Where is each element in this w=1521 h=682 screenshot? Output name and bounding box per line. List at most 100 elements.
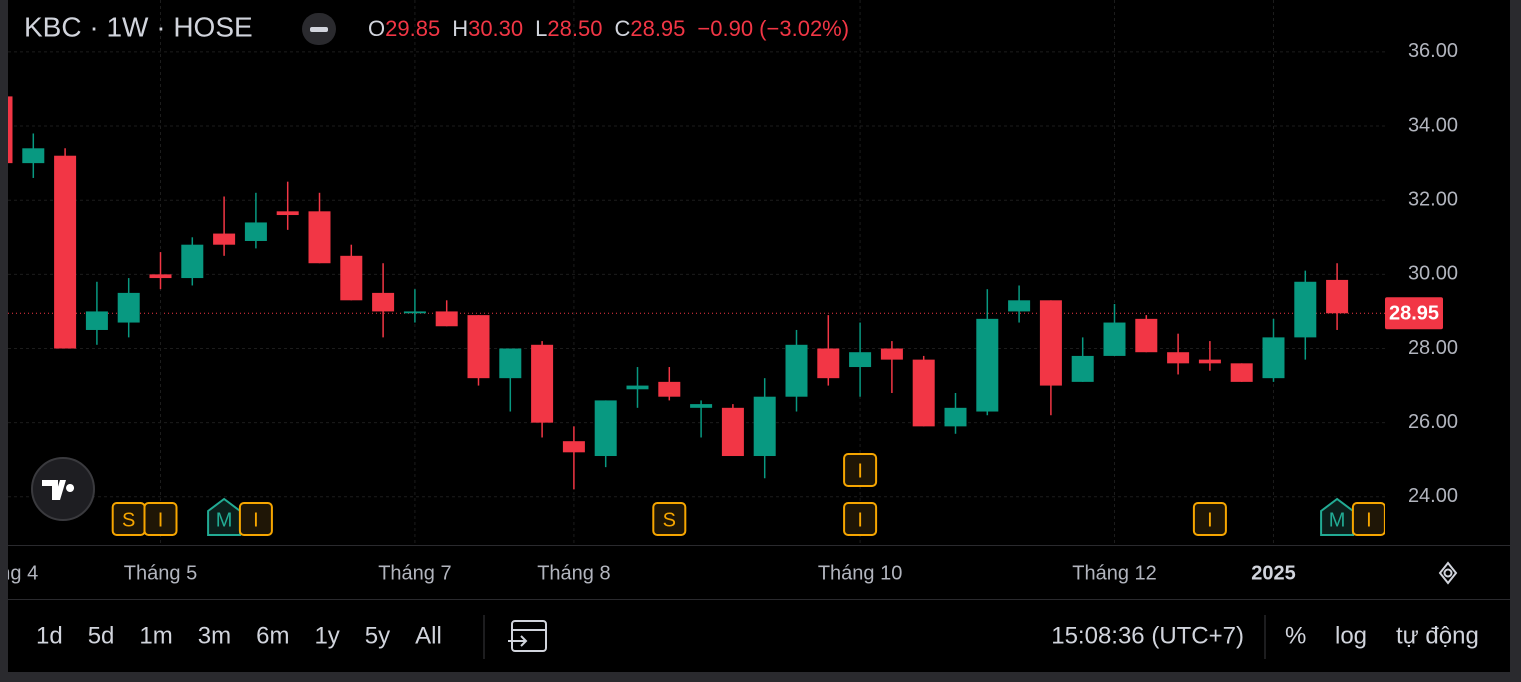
last-price-badge bbox=[1385, 297, 1443, 330]
ohlc-c: 28.95 bbox=[630, 16, 685, 41]
y-tick-label: 36.00 bbox=[1408, 40, 1458, 62]
ohlc-h: 30.30 bbox=[468, 16, 523, 41]
candle-body bbox=[817, 348, 840, 379]
collapse-icon bbox=[310, 27, 328, 32]
candle-body bbox=[944, 407, 967, 427]
event-label: S bbox=[122, 509, 135, 531]
ohlc-l-label: L bbox=[535, 16, 547, 41]
event-label: M bbox=[1329, 509, 1346, 531]
candle-body bbox=[467, 315, 490, 379]
ohlc-l: 28.50 bbox=[547, 16, 602, 41]
range-button[interactable]: 5y bbox=[365, 622, 390, 649]
candle-body bbox=[117, 292, 140, 323]
scale-option[interactable]: % bbox=[1285, 622, 1306, 649]
candle-body bbox=[562, 441, 585, 453]
range-button[interactable]: 1d bbox=[36, 622, 63, 649]
ohlc-o-label: O bbox=[368, 16, 385, 41]
event-label: I bbox=[1366, 509, 1372, 531]
candle-body bbox=[85, 311, 108, 330]
event-badge[interactable] bbox=[843, 502, 878, 536]
event-badge[interactable] bbox=[143, 502, 178, 536]
event-badge[interactable] bbox=[238, 502, 273, 536]
candle-body bbox=[1135, 318, 1158, 353]
last-price-label: 28.95 bbox=[1389, 303, 1439, 325]
date-range-button[interactable] bbox=[508, 620, 547, 652]
range-button[interactable]: 5d bbox=[88, 622, 115, 649]
event-badge[interactable] bbox=[652, 502, 687, 536]
candle-body bbox=[499, 348, 522, 379]
event-label: I bbox=[1207, 509, 1213, 531]
candle-body bbox=[181, 244, 204, 279]
candle-body bbox=[403, 311, 426, 314]
x-tick-label: Tháng 4 bbox=[0, 562, 38, 584]
candle-body bbox=[626, 385, 649, 390]
candle-body bbox=[1039, 300, 1062, 386]
logo-mark bbox=[42, 480, 75, 500]
candle-body bbox=[849, 352, 872, 368]
candle-body bbox=[1326, 279, 1349, 314]
event-label: I bbox=[857, 509, 863, 531]
candle-body bbox=[785, 344, 808, 397]
candle-body bbox=[372, 292, 395, 312]
panel bbox=[8, 0, 1510, 672]
candle-body bbox=[1167, 352, 1190, 364]
y-tick-label: 24.00 bbox=[1408, 485, 1458, 507]
scale-option[interactable]: log bbox=[1335, 622, 1367, 649]
x-tick-label: Tháng 8 bbox=[537, 562, 610, 584]
candle-body bbox=[690, 404, 713, 408]
candle-body bbox=[22, 148, 45, 164]
candle-body bbox=[594, 400, 617, 457]
y-tick-label: 28.00 bbox=[1408, 337, 1458, 359]
candle-body bbox=[1198, 359, 1221, 364]
y-tick-label: 30.00 bbox=[1408, 263, 1458, 285]
candle-body bbox=[213, 233, 236, 245]
range-button[interactable]: 1y bbox=[314, 622, 339, 649]
candle-body bbox=[8, 96, 13, 164]
event-label: I bbox=[857, 460, 863, 482]
candle-body bbox=[976, 318, 999, 412]
y-tick-label: 34.00 bbox=[1408, 114, 1458, 136]
calendar-arrow bbox=[508, 635, 528, 647]
x-tick-label: Tháng 5 bbox=[124, 562, 197, 584]
scale-option[interactable]: tự động bbox=[1396, 622, 1479, 649]
candle-body bbox=[721, 407, 744, 457]
candle-body bbox=[1262, 337, 1285, 379]
candle-body bbox=[880, 348, 903, 360]
ohlc-o: 29.85 bbox=[385, 16, 440, 41]
event-label: S bbox=[663, 509, 676, 531]
event-badge[interactable] bbox=[1351, 502, 1385, 536]
y-tick-label: 26.00 bbox=[1408, 411, 1458, 433]
x-tick-label: 2025 bbox=[1251, 562, 1296, 584]
x-tick-label: Tháng 10 bbox=[818, 562, 903, 584]
settings-icon[interactable] bbox=[1438, 561, 1458, 585]
candle-body bbox=[149, 274, 172, 279]
logo[interactable] bbox=[31, 457, 95, 521]
candle-body bbox=[435, 311, 458, 327]
gear-center bbox=[1443, 568, 1453, 578]
x-tick-label: Tháng 12 bbox=[1072, 562, 1157, 584]
candle-body bbox=[1230, 363, 1253, 382]
candle-body bbox=[276, 211, 299, 216]
range-button[interactable]: 3m bbox=[198, 622, 231, 649]
ohlc-h-label: H bbox=[452, 16, 468, 41]
candle-body bbox=[308, 211, 331, 264]
y-tick-label: 32.00 bbox=[1408, 188, 1458, 210]
candle-body bbox=[1008, 300, 1031, 312]
candle-body bbox=[531, 344, 554, 423]
event-label: I bbox=[253, 509, 259, 531]
range-button[interactable]: All bbox=[415, 622, 442, 649]
x-tick-label: Tháng 7 bbox=[378, 562, 451, 584]
gear-outline bbox=[1438, 561, 1458, 585]
event-badge[interactable] bbox=[843, 453, 878, 487]
range-button[interactable]: 1m bbox=[139, 622, 172, 649]
candle-body bbox=[340, 255, 363, 301]
candle-body bbox=[54, 155, 77, 349]
candle-body bbox=[753, 396, 776, 457]
event-badge[interactable] bbox=[1192, 502, 1227, 536]
calendar-icon bbox=[511, 620, 547, 652]
range-button[interactable]: 6m bbox=[256, 622, 289, 649]
event-label: M bbox=[216, 509, 233, 531]
candle-body bbox=[1103, 322, 1126, 356]
